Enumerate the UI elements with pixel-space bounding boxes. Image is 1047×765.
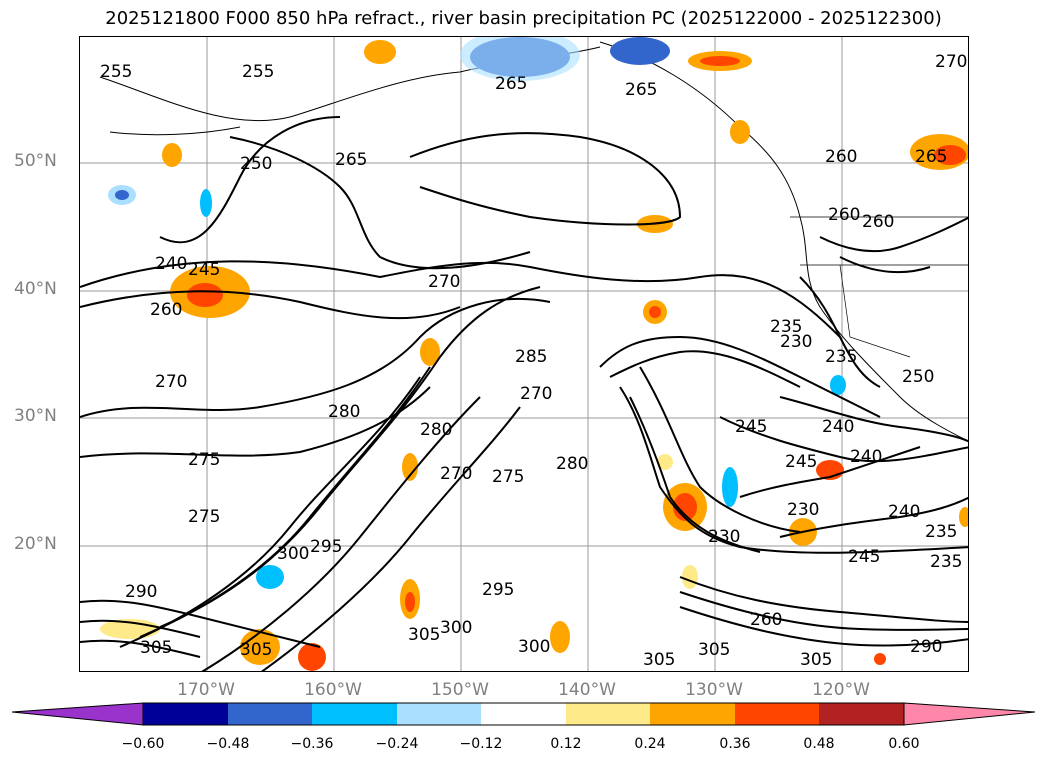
contour-label: 305 bbox=[643, 650, 675, 670]
contour-label: 270 bbox=[520, 384, 552, 404]
contour-label: 260 bbox=[750, 610, 782, 630]
contour-label: 280 bbox=[556, 454, 588, 474]
colorbar-bin bbox=[735, 703, 819, 725]
colorbar-tick: −0.60 bbox=[121, 736, 165, 752]
colorbar-tick: 0.12 bbox=[550, 736, 582, 752]
colorbar-bin bbox=[228, 703, 312, 725]
colorbar-bin bbox=[312, 703, 397, 725]
colorbar-tick: −0.36 bbox=[290, 736, 334, 752]
contour-label: 250 bbox=[240, 154, 272, 174]
colorbar-arrow-right bbox=[903, 702, 1036, 726]
contour-label: 230 bbox=[780, 332, 812, 352]
contour-label: 235 bbox=[930, 552, 962, 572]
contour-label: 270 bbox=[428, 272, 460, 292]
contour-label: 305 bbox=[240, 640, 272, 660]
colorbar-bin bbox=[397, 703, 481, 725]
contour-label: 240 bbox=[155, 254, 187, 274]
colorbar-bin bbox=[566, 703, 650, 725]
map-plot: 255 265 265 265 270 250 265 255 260 260 … bbox=[80, 37, 968, 671]
colorbar-tick: −0.12 bbox=[459, 736, 503, 752]
contour-label: 275 bbox=[188, 507, 220, 527]
colorbar-tick: −0.48 bbox=[206, 736, 250, 752]
contour-label: 260 bbox=[825, 147, 857, 167]
colorbar-bin bbox=[481, 703, 566, 725]
contour-label: 295 bbox=[310, 537, 342, 557]
refractivity-contours bbox=[80, 116, 968, 671]
lon-label-120w: 120°W bbox=[812, 680, 870, 700]
contour-label: 230 bbox=[787, 500, 819, 520]
lat-label-40n: 40°N bbox=[14, 279, 57, 299]
lon-label-160w: 160°W bbox=[304, 680, 362, 700]
contour-label: 255 bbox=[242, 62, 274, 82]
contour-label: 260 bbox=[862, 212, 894, 232]
lon-label-170w: 170°W bbox=[177, 680, 235, 700]
colorbar-bin bbox=[650, 703, 735, 725]
contour-label: 305 bbox=[408, 625, 440, 645]
contour-label: 250 bbox=[902, 367, 934, 387]
contour-label: 260 bbox=[150, 300, 182, 320]
colorbar-tick: 0.48 bbox=[803, 736, 835, 752]
contour-label: 265 bbox=[335, 150, 367, 170]
colorbar-tick: −0.24 bbox=[375, 736, 419, 752]
colorbar-arrow-left bbox=[11, 702, 144, 726]
contour-label: 305 bbox=[800, 650, 832, 670]
contour-label: 300 bbox=[440, 618, 472, 638]
contour-label: 235 bbox=[825, 347, 857, 367]
contour-label: 265 bbox=[915, 147, 947, 167]
contour-label: 235 bbox=[770, 317, 802, 337]
contour-label: 240 bbox=[850, 447, 882, 467]
contour-label: 300 bbox=[518, 637, 550, 657]
contour-label: 245 bbox=[188, 260, 220, 280]
lat-label-50n: 50°N bbox=[14, 151, 57, 171]
contour-label: 230 bbox=[708, 527, 740, 547]
lat-label-30n: 30°N bbox=[14, 406, 57, 426]
contour-labels: 255 265 265 265 270 250 265 255 260 260 … bbox=[100, 52, 967, 670]
map-panel: 255 265 265 265 270 250 265 255 260 260 … bbox=[79, 36, 969, 672]
contour-label: 295 bbox=[482, 580, 514, 600]
contour-label: 305 bbox=[698, 640, 730, 660]
contour-label: 280 bbox=[420, 420, 452, 440]
lon-label-140w: 140°W bbox=[558, 680, 616, 700]
colorbar-tick: 0.60 bbox=[888, 736, 920, 752]
contour-label: 265 bbox=[625, 80, 657, 100]
contour-label: 275 bbox=[188, 450, 220, 470]
contour-label: 270 bbox=[440, 464, 472, 484]
contour-label: 235 bbox=[925, 522, 957, 542]
contour-label: 305 bbox=[140, 638, 172, 658]
contour-label: 240 bbox=[888, 502, 920, 522]
contour-label: 265 bbox=[495, 74, 527, 94]
contour-label: 245 bbox=[848, 547, 880, 567]
contour-label: 275 bbox=[492, 467, 524, 487]
contour-label: 255 bbox=[100, 62, 132, 82]
contour-label: 285 bbox=[515, 347, 547, 367]
contour-label: 290 bbox=[125, 582, 157, 602]
contour-label: 270 bbox=[935, 52, 967, 72]
colorbar-tick: 0.36 bbox=[719, 736, 751, 752]
contour-label: 245 bbox=[785, 452, 817, 472]
colorbar-tick: 0.24 bbox=[634, 736, 666, 752]
lon-label-150w: 150°W bbox=[431, 680, 489, 700]
lat-label-20n: 20°N bbox=[14, 534, 57, 554]
contour-label: 240 bbox=[822, 417, 854, 437]
contour-label: 260 bbox=[828, 205, 860, 225]
colorbar-bin bbox=[143, 703, 228, 725]
map-title: 2025121800 F000 850 hPa refract., river … bbox=[105, 8, 942, 29]
colorbar bbox=[11, 702, 1036, 726]
contour-label: 270 bbox=[155, 372, 187, 392]
contour-label: 300 bbox=[277, 544, 309, 564]
lon-label-130w: 130°W bbox=[685, 680, 743, 700]
colorbar-bin bbox=[819, 703, 904, 725]
contour-label: 280 bbox=[328, 402, 360, 422]
contour-label: 290 bbox=[910, 637, 942, 657]
contour-label: 245 bbox=[735, 417, 767, 437]
